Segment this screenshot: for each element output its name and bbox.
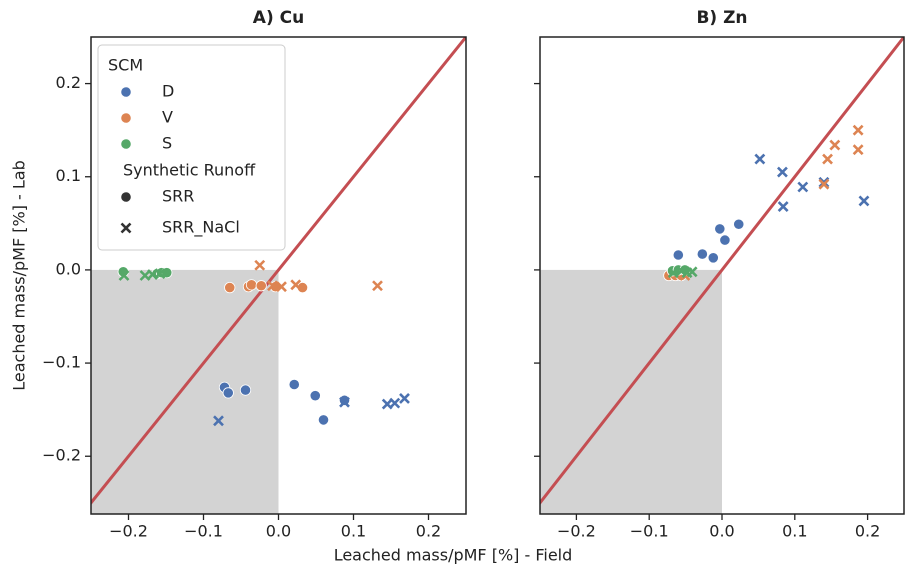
- point: [245, 279, 258, 291]
- point: [719, 234, 731, 246]
- point-x: [276, 281, 287, 293]
- y-tick-label: −0.2: [42, 446, 81, 465]
- point: [672, 249, 684, 261]
- x-tick-label: 0.2: [416, 522, 441, 541]
- point-x: [399, 393, 410, 404]
- point-x: [777, 166, 788, 178]
- x-tick-label: 0.1: [782, 522, 807, 541]
- y-tick-label: 0.2: [56, 73, 81, 92]
- point-x: [120, 222, 132, 234]
- x-tick-label: 0.0: [266, 522, 291, 541]
- legend-label: S: [162, 134, 172, 153]
- point-x: [858, 195, 870, 207]
- x-tick-label: 0.2: [855, 522, 880, 541]
- point-x: [339, 396, 350, 408]
- point-x: [852, 144, 864, 156]
- point: [120, 112, 132, 124]
- x-tick-label: 0.0: [709, 522, 734, 541]
- point-x: [118, 270, 130, 281]
- legend-label: D: [162, 82, 174, 101]
- point: [255, 280, 267, 292]
- plot-area: [540, 37, 904, 514]
- y-tick-label: 0.1: [56, 166, 81, 185]
- point: [224, 282, 236, 294]
- point: [707, 252, 719, 264]
- legend-label: V: [162, 108, 173, 127]
- point-x: [372, 280, 383, 292]
- point: [309, 390, 321, 402]
- legend-box: [97, 44, 286, 251]
- legend-title: SCM: [108, 56, 143, 75]
- point: [120, 138, 132, 150]
- point-x: [267, 280, 278, 292]
- chart-title: B) Zn: [696, 8, 747, 28]
- point-x: [154, 268, 166, 280]
- point: [696, 248, 708, 260]
- chart-title: A) Cu: [253, 8, 304, 28]
- point: [338, 394, 351, 406]
- identity-line: [91, 37, 466, 506]
- y-tick-label: −0.1: [42, 353, 81, 372]
- point: [120, 86, 132, 98]
- point-x: [754, 153, 766, 165]
- x-tick-label: −0.1: [630, 522, 669, 541]
- x-axis-label: Leached mass/pMF [%] - Field: [334, 546, 573, 565]
- y-axis-label: Leached mass/pMF [%] - Lab: [10, 160, 29, 391]
- point: [288, 378, 300, 391]
- point-x: [254, 259, 266, 271]
- point-x: [852, 124, 864, 136]
- point-x: [389, 397, 401, 409]
- point-x: [818, 176, 830, 188]
- x-tick-label: 0.1: [341, 522, 366, 541]
- point: [239, 384, 252, 396]
- point: [733, 218, 745, 230]
- point-x: [822, 153, 833, 165]
- x-tick-label: −0.2: [109, 522, 148, 541]
- point: [222, 387, 234, 399]
- point-x: [667, 267, 679, 279]
- legend-label: SRR_NaCl: [162, 218, 240, 238]
- point-x: [290, 279, 302, 291]
- point: [714, 223, 726, 235]
- point: [317, 414, 330, 426]
- point-x: [686, 266, 698, 278]
- point-x: [797, 181, 809, 193]
- point: [120, 191, 132, 203]
- legend-subtitle: Synthetic Runoff: [123, 161, 256, 180]
- identity-line: [540, 37, 904, 506]
- point-x: [777, 201, 789, 212]
- x-tick-label: −0.1: [184, 522, 223, 541]
- point-x: [213, 415, 224, 427]
- x-tick-label: −0.2: [557, 522, 596, 541]
- y-tick-label: 0.0: [56, 259, 81, 278]
- point-x: [818, 178, 830, 190]
- legend-label: SRR: [162, 187, 194, 206]
- point-x: [829, 139, 841, 151]
